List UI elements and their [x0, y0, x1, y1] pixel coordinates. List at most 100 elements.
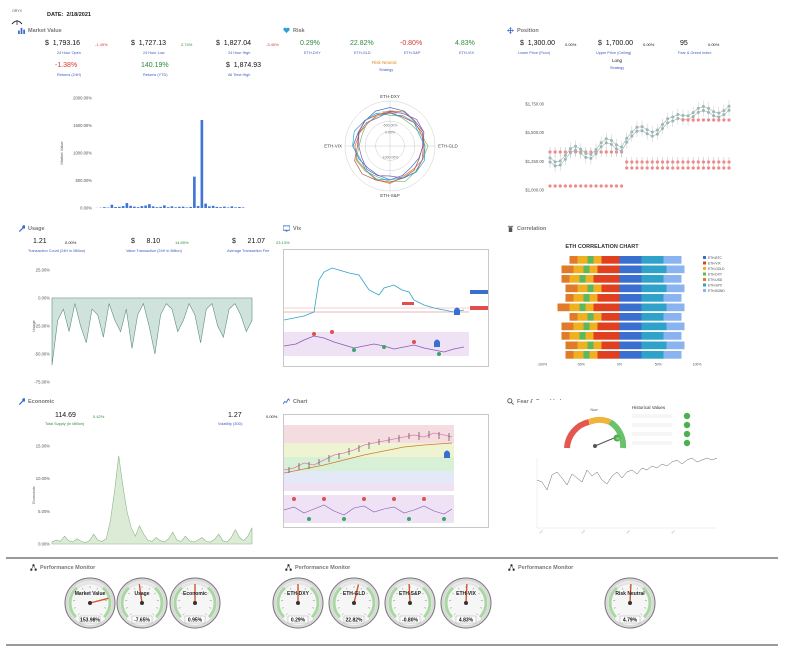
- correlation-bar-segment: [587, 256, 594, 264]
- gauge-tick: [346, 587, 348, 590]
- market-bar: [125, 203, 129, 208]
- gauge-zone-mid: [181, 581, 209, 589]
- gauge-tick: [397, 613, 400, 616]
- correlation-bar-segment: [593, 284, 602, 293]
- market-bar: [200, 120, 204, 208]
- market-bar: [234, 207, 237, 208]
- gauge-hub: [88, 601, 92, 605]
- lower-price-point: [691, 160, 695, 164]
- gauge-tick: [452, 592, 454, 595]
- risk-stat-label: ETH-VIX: [459, 51, 474, 55]
- gauge-value: 4.79%: [623, 617, 638, 623]
- correlation-bar-segment: [641, 256, 664, 264]
- gauge-tick: [453, 613, 456, 616]
- gauge-tick: [304, 587, 306, 590]
- correlation-bar-segment: [565, 351, 574, 359]
- market-bar: [136, 207, 140, 208]
- market-bar: [238, 207, 241, 208]
- correlation-bar-segment: [641, 341, 667, 350]
- gauge-tick: [77, 613, 80, 616]
- gauge-zone-high: [365, 586, 376, 619]
- gauge-tick: [364, 613, 367, 616]
- gauge-value-box: [619, 615, 641, 624]
- economic-stat-pct: 0.00%: [266, 414, 278, 419]
- market-stat-value: $ 1,727.13: [131, 40, 167, 47]
- price-chart-image: [284, 415, 488, 527]
- gauge-value-box: [131, 615, 153, 624]
- vix-title: Vix: [283, 225, 301, 232]
- market-bar: [208, 206, 211, 208]
- upper-price-point: [686, 118, 690, 122]
- performance-monitor-title: Performance Monitor: [30, 564, 95, 571]
- upper-price-point: [701, 118, 706, 122]
- gauge-value: 22.82%: [346, 617, 364, 623]
- upper-price-point: [706, 118, 711, 122]
- market-stat-label: 24 Hour High: [228, 51, 251, 55]
- performance-gauge: ETH-GLD 22.82%: [328, 577, 380, 629]
- correlation-bar-segment: [577, 313, 588, 321]
- y-axis-label: Usage: [31, 319, 36, 331]
- legend-swatch: [703, 267, 706, 270]
- y-axis-label: Market Value: [59, 141, 64, 165]
- vix-chart-screenshot: [283, 249, 489, 367]
- fear-greed-image: 95 Now Historical Values 2018 2019 2020 …: [536, 405, 718, 535]
- gauge-tick: [284, 592, 286, 595]
- gauge-tick: [402, 587, 404, 590]
- gauge-value: -0.80%: [402, 617, 418, 623]
- performance-gauge: ETH-VIX 4.83%: [440, 577, 492, 629]
- floor-price-point: [609, 184, 613, 188]
- correlation-bar-segment: [569, 332, 580, 340]
- market-bar: [185, 207, 189, 208]
- gauge-zone-mid: [340, 581, 368, 589]
- gauge-tick: [209, 607, 212, 609]
- gauge-tick: [478, 592, 480, 595]
- fear-historical-title: Historical Values: [632, 405, 666, 410]
- network-icon: [285, 564, 292, 571]
- gauge-tick: [205, 613, 208, 616]
- correlation-bar-segment: [619, 294, 642, 302]
- market-bar: [219, 207, 222, 208]
- correlation-bar-segment: [663, 351, 682, 359]
- legend-label: ETH-BTC: [708, 256, 723, 260]
- economic-stat-label: Total Supply (In Million): [45, 422, 85, 426]
- x-tick-label: -100%: [537, 363, 547, 367]
- radar-ring-label: -500.00%: [383, 123, 398, 127]
- lower-price-point: [609, 150, 613, 154]
- correlation-bar-segment: [585, 275, 594, 283]
- gauge-zone-low: [276, 586, 287, 619]
- search-icon: [507, 398, 514, 405]
- performance-gauge: Economic 0.95%: [169, 577, 221, 629]
- logo-text: ORYX: [12, 9, 22, 13]
- position-strategy-value: Long: [612, 58, 623, 63]
- market-bar: [181, 206, 185, 208]
- price-line: [549, 110, 730, 167]
- upper-price-point: [717, 118, 721, 122]
- correlation-bar-segment: [593, 275, 620, 283]
- correlation-bar-segment: [589, 351, 598, 359]
- risk-strategy-label: Strategy: [379, 68, 394, 72]
- correlation-bar-segment: [666, 265, 685, 274]
- svg-text:2021: 2021: [671, 530, 676, 535]
- floor-price-point: [584, 184, 588, 188]
- y-tick-label: 10.00%: [36, 476, 50, 481]
- gauge-needle: [138, 584, 143, 604]
- correlation-bar-segment: [641, 322, 667, 331]
- floor-price-point: [655, 166, 659, 170]
- divider-top: [6, 557, 778, 559]
- radar-axis-label: ETH-DXY: [380, 94, 400, 99]
- floor-price-point: [625, 166, 629, 170]
- correlation-bar-segment: [641, 332, 664, 340]
- gauge-name: ETH-GLD: [343, 591, 366, 597]
- correlation-bar-segment: [573, 351, 584, 359]
- gauge-tick: [207, 592, 209, 595]
- usage-area: [51, 297, 253, 366]
- usage-stat-pct: 23.13%: [276, 240, 290, 245]
- correlation-bar-segment: [569, 303, 580, 312]
- lower-price-point: [686, 160, 690, 164]
- floor-price-point: [630, 166, 634, 170]
- correlation-bar-segment: [619, 265, 642, 274]
- lower-price-point: [650, 160, 654, 164]
- market-bar: [144, 205, 147, 208]
- correlation-bar-segment: [641, 303, 667, 312]
- usage-stat-value: 1.21: [33, 238, 47, 245]
